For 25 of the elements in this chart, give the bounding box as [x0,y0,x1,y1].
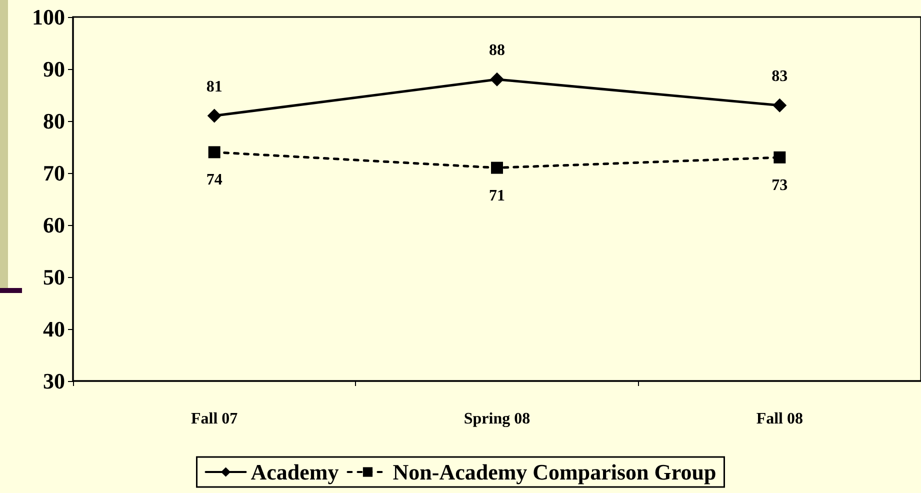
y-tick-label: 50 [43,264,65,290]
x-tick-label: Spring 08 [464,410,530,428]
x-tick-label: Fall 07 [190,410,238,428]
point [772,98,787,112]
data-label: 81 [206,78,222,96]
y-tick-label: 30 [43,368,65,394]
point [208,146,220,158]
point [207,108,222,123]
y-tick-label: 90 [43,56,65,82]
y-tick-label: 60 [43,212,65,238]
y-tick-label: 100 [32,4,65,30]
legend-label: Academy [250,460,339,484]
data-label: 73 [772,176,788,194]
data-label: 71 [489,187,505,204]
x-tick-label: Fall 08 [756,410,804,428]
point [491,162,503,174]
point [490,72,504,86]
data-label: 74 [206,172,222,189]
y-tick-label: 40 [43,316,65,342]
data-label: 88 [489,42,505,59]
y-tick-label: 80 [43,108,65,134]
data-label: 83 [772,68,788,85]
point [774,151,786,164]
y-tick-label: 70 [43,160,65,186]
legend-label: Non-Academy Comparison Group [392,460,716,484]
